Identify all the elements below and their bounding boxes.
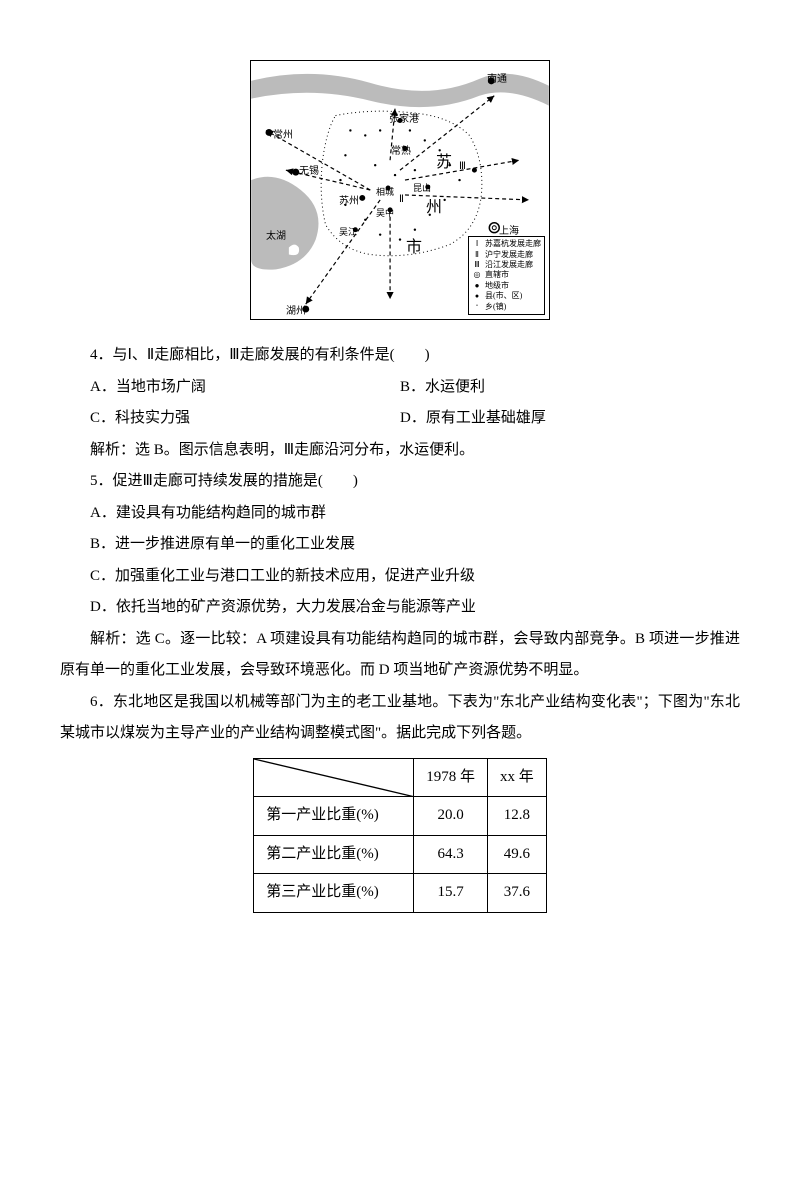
- q4-analysis: 解析：选 B。图示信息表明，Ⅲ走廊沿河分布，水运便利。: [60, 435, 740, 467]
- label-suzhou: 苏州: [339, 191, 359, 212]
- q6-stem: 6．东北地区是我国以机械等部门为主的老工业基地。下表为"东北产业结构变化表"；下…: [60, 687, 740, 750]
- legend-text-2: 沪宁发展走廊: [485, 250, 533, 260]
- label-wujiang: 吴江: [339, 223, 357, 242]
- table-r1-v2: 12.8: [488, 797, 547, 836]
- table-col2: xx 年: [488, 758, 547, 797]
- label-wuxi: 无锡: [299, 161, 319, 182]
- q4-optD: D．原有工业基础雄厚: [400, 403, 740, 435]
- label-huzhou: 湖州: [286, 301, 306, 320]
- label-roman2: Ⅱ: [399, 189, 404, 210]
- q5-optB: B．进一步推进原有单一的重化工业发展: [60, 529, 740, 561]
- table-r2-v1: 64.3: [414, 835, 488, 874]
- q4-optC: C．科技实力强: [60, 403, 400, 435]
- table-r3-label: 第三产业比重(%): [254, 874, 414, 913]
- map-legend: Ⅰ苏嘉杭发展走廊 Ⅱ沪宁发展走廊 Ⅲ沿江发展走廊 ◎直辖市 ●地级市 ●县(市、…: [468, 236, 545, 315]
- table-col1: 1978 年: [414, 758, 488, 797]
- table-container: 1978 年 xx 年 第一产业比重(%) 20.0 12.8 第二产业比重(%…: [60, 758, 740, 913]
- label-wuzhong: 吴中: [376, 204, 394, 223]
- table-r3-v2: 37.6: [488, 874, 547, 913]
- legend-sym-2: Ⅱ: [472, 250, 482, 260]
- label-nantong: 南通: [487, 69, 507, 90]
- legend-text-1: 苏嘉杭发展走廊: [485, 239, 541, 249]
- label-zhangjiagang: 张家港: [389, 109, 419, 130]
- q4-stem: 4．与Ⅰ、Ⅱ走廊相比，Ⅲ走廊发展的有利条件是( ): [60, 340, 740, 372]
- table-r2-label: 第二产业比重(%): [254, 835, 414, 874]
- legend-sym-6: ●: [472, 292, 482, 301]
- q4-row2: C．科技实力强 D．原有工业基础雄厚: [60, 403, 740, 435]
- table-r2-v2: 49.6: [488, 835, 547, 874]
- label-changshu: 常熟: [391, 141, 411, 162]
- label-xiangcheng: 相城: [376, 183, 394, 202]
- table-r1-v1: 20.0: [414, 797, 488, 836]
- legend-sym-3: Ⅲ: [472, 260, 482, 270]
- legend-sym-7: •: [472, 304, 482, 311]
- q5-optC: C．加强重化工业与港口工业的新技术应用，促进产业升级: [60, 561, 740, 593]
- label-kunshan: 昆山: [413, 179, 431, 198]
- label-shi: 市: [406, 231, 422, 265]
- table-r3-v1: 15.7: [414, 874, 488, 913]
- q4-optA: A．当地市场广阔: [60, 372, 400, 404]
- label-taihu: 太湖: [266, 226, 286, 247]
- label-changzhou: 常州: [273, 125, 293, 146]
- legend-text-4: 直辖市: [485, 270, 509, 280]
- map-container: 南通 张家港 常州 常熟 无锡 苏 州 市 苏州 相城 昆山 吴中 吴江 太湖 …: [60, 60, 740, 320]
- industry-table: 1978 年 xx 年 第一产业比重(%) 20.0 12.8 第二产业比重(%…: [253, 758, 547, 913]
- label-su: 苏: [436, 146, 452, 180]
- legend-sym-5: ●: [472, 281, 482, 291]
- legend-text-3: 沿江发展走廊: [485, 260, 533, 270]
- q4-optB: B．水运便利: [400, 372, 740, 404]
- q5-stem: 5．促进Ⅲ走廊可持续发展的措施是( ): [60, 466, 740, 498]
- table-r1-label: 第一产业比重(%): [254, 797, 414, 836]
- q5-optD: D．依托当地的矿产资源优势，大力发展冶金与能源等产业: [60, 592, 740, 624]
- legend-text-5: 地级市: [485, 281, 509, 291]
- q4-row1: A．当地市场广阔 B．水运便利: [60, 372, 740, 404]
- legend-sym-4: ◎: [472, 270, 482, 280]
- map-figure: 南通 张家港 常州 常熟 无锡 苏 州 市 苏州 相城 昆山 吴中 吴江 太湖 …: [250, 60, 550, 320]
- q5-optA: A．建设具有功能结构趋同的城市群: [60, 498, 740, 530]
- table-diag-cell: [254, 758, 414, 797]
- legend-text-6: 县(市、区): [485, 291, 522, 301]
- q5-analysis: 解析：选 C。逐一比较：A 项建设具有功能结构趋同的城市群，会导致内部竞争。B …: [60, 624, 740, 687]
- legend-sym-1: Ⅰ: [472, 239, 482, 249]
- label-roman3: Ⅲ: [459, 156, 466, 177]
- legend-text-7: 乡(镇): [485, 302, 506, 312]
